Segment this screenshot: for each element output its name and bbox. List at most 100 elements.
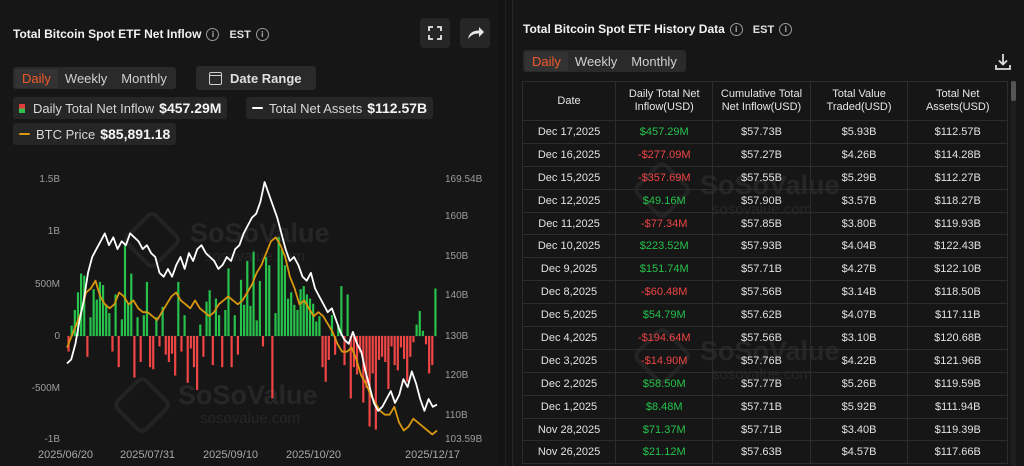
inflow-bar[interactable] <box>277 237 280 336</box>
column-header[interactable]: Total Value Traded(USD) <box>809 81 909 121</box>
inflow-bar[interactable] <box>321 336 324 368</box>
table-scrollbar-thumb[interactable] <box>1011 81 1016 101</box>
inflow-bar[interactable] <box>227 268 230 336</box>
table-scrollbar[interactable] <box>1011 81 1016 466</box>
inflow-bar[interactable] <box>283 265 287 336</box>
table-row[interactable]: Dec 3,2025 -$14.90M $57.76B $4.22B $121.96B <box>521 348 1008 373</box>
inflow-bar[interactable] <box>365 336 368 388</box>
table-row[interactable]: Dec 12,2025 $49.16M $57.90B $3.57B $118.27B <box>521 188 1008 213</box>
inflow-bar[interactable] <box>152 336 155 370</box>
inflow-bar[interactable] <box>202 336 205 357</box>
inflow-bar[interactable] <box>299 289 302 336</box>
inflow-bar[interactable] <box>105 304 108 336</box>
inflow-bar[interactable] <box>381 336 384 357</box>
inflow-bar[interactable] <box>349 336 352 399</box>
fullscreen-button[interactable] <box>420 18 450 48</box>
inflow-bar[interactable] <box>230 336 233 368</box>
table-row[interactable]: Dec 5,2025 $54.79M $57.62B $4.07B $117.11B <box>521 303 1008 328</box>
inflow-bar[interactable] <box>145 281 149 336</box>
inflow-bar[interactable] <box>101 285 105 336</box>
inflow-bar[interactable] <box>390 336 393 347</box>
share-button[interactable] <box>460 18 490 48</box>
inflow-bar[interactable] <box>136 317 139 336</box>
total-net-assets-line[interactable] <box>66 181 438 412</box>
inflow-bar[interactable] <box>139 336 142 362</box>
inflow-bar[interactable] <box>192 336 196 368</box>
inflow-bar[interactable] <box>92 289 95 336</box>
inflow-bar[interactable] <box>123 244 127 336</box>
inflow-bar[interactable] <box>183 315 186 336</box>
inflow-bar[interactable] <box>274 313 277 336</box>
inflow-bar[interactable] <box>243 304 246 336</box>
inflow-bar[interactable] <box>280 248 283 336</box>
inflow-bar[interactable] <box>290 292 293 336</box>
inflow-bar[interactable] <box>236 336 239 355</box>
inflow-bar[interactable] <box>384 336 387 362</box>
inflow-bar[interactable] <box>98 281 102 336</box>
legend-inflow[interactable]: Daily Total Net Inflow $457.29M <box>13 97 228 119</box>
inflow-bar[interactable] <box>374 336 377 430</box>
inflow-bar[interactable] <box>130 273 133 336</box>
inflow-bar[interactable] <box>308 298 312 336</box>
legend-assets[interactable]: Total Net Assets $112.57B <box>246 97 434 119</box>
inflow-bar[interactable] <box>355 336 359 375</box>
inflow-bar[interactable] <box>161 306 164 336</box>
table-row[interactable]: Dec 11,2025 -$77.34M $57.85B $3.80B $119.93B <box>521 211 1008 236</box>
info-icon[interactable]: i <box>206 28 220 42</box>
inflow-bar[interactable] <box>334 336 337 355</box>
inflow-bar[interactable] <box>127 302 130 336</box>
inflow-bar[interactable] <box>117 336 120 368</box>
inflow-bar[interactable] <box>431 336 434 366</box>
inflow-bar[interactable] <box>80 273 83 336</box>
inflow-bar[interactable] <box>418 311 421 336</box>
inflow-bar[interactable] <box>346 294 349 336</box>
inflow-bar[interactable] <box>170 336 174 354</box>
inflow-bar[interactable] <box>265 256 268 336</box>
tab-daily[interactable]: Daily <box>15 68 58 88</box>
table-row[interactable]: Dec 15,2025 -$357.69M $57.55B $5.29B $112.27… <box>521 165 1008 190</box>
info-icon[interactable]: i <box>729 23 743 37</box>
inflow-bar[interactable] <box>224 310 227 336</box>
column-header[interactable]: Cumulative Total Net Inflow(USD) <box>712 81 811 121</box>
inflow-bar[interactable] <box>340 286 343 336</box>
inflow-bar[interactable] <box>221 336 224 368</box>
inflow-bar[interactable] <box>359 336 362 353</box>
column-header[interactable]: Total Net Assets(USD) <box>907 81 1008 121</box>
inflow-bar[interactable] <box>371 336 374 374</box>
inflow-bar[interactable] <box>208 290 211 336</box>
btc-price-line[interactable] <box>66 236 438 436</box>
table-row[interactable]: Dec 17,2025 $457.29M $57.73B $5.93B $112.57B <box>521 120 1008 144</box>
inflow-bar[interactable] <box>368 336 371 427</box>
column-header[interactable]: Date <box>521 81 617 121</box>
inflow-bar[interactable] <box>108 313 111 336</box>
inflow-bar[interactable] <box>412 336 415 343</box>
inflow-bar[interactable] <box>327 336 330 360</box>
inflow-bar[interactable] <box>239 279 243 336</box>
inflow-bar[interactable] <box>233 315 236 336</box>
inflow-bar[interactable] <box>377 336 381 360</box>
inflow-bar[interactable] <box>142 315 145 336</box>
inflow-bar[interactable] <box>271 336 274 399</box>
table-row[interactable]: Nov 26,2025 $21.12M $57.63B $4.57B $117.66B <box>521 440 1008 465</box>
inflow-bar[interactable] <box>268 265 271 336</box>
inflow-bar[interactable] <box>214 298 218 336</box>
table-row[interactable]: Dec 1,2025 $8.48M $57.71B $5.92B $111.94B <box>521 394 1008 419</box>
inflow-bar[interactable] <box>205 301 208 336</box>
table-row[interactable]: Dec 9,2025 $151.74M $57.71B $4.27B $122.10B <box>521 257 1008 282</box>
inflow-bar[interactable] <box>120 319 123 336</box>
inflow-bar[interactable] <box>89 317 92 336</box>
inflow-bar[interactable] <box>86 336 89 357</box>
inflow-bar[interactable] <box>302 286 305 336</box>
inflow-bar[interactable] <box>174 336 177 376</box>
table-row[interactable]: Dec 4,2025 -$194.64M $57.56B $3.10B $120.68B <box>521 326 1008 350</box>
inflow-bar[interactable] <box>133 336 136 378</box>
table-row[interactable]: Dec 2,2025 $58.50M $57.77B $5.26B $119.59B <box>521 371 1008 396</box>
table-row[interactable]: Dec 10,2025 $223.52M $57.93B $4.04B $122.43B <box>521 234 1008 259</box>
inflow-bar[interactable] <box>387 336 390 390</box>
inflow-bar[interactable] <box>177 281 180 336</box>
inflow-bar[interactable] <box>261 336 265 347</box>
inflow-bar[interactable] <box>83 275 86 336</box>
inflow-bar[interactable] <box>155 317 158 336</box>
inflow-bar[interactable] <box>180 336 183 352</box>
date-range-button[interactable]: Date Range <box>196 66 316 90</box>
